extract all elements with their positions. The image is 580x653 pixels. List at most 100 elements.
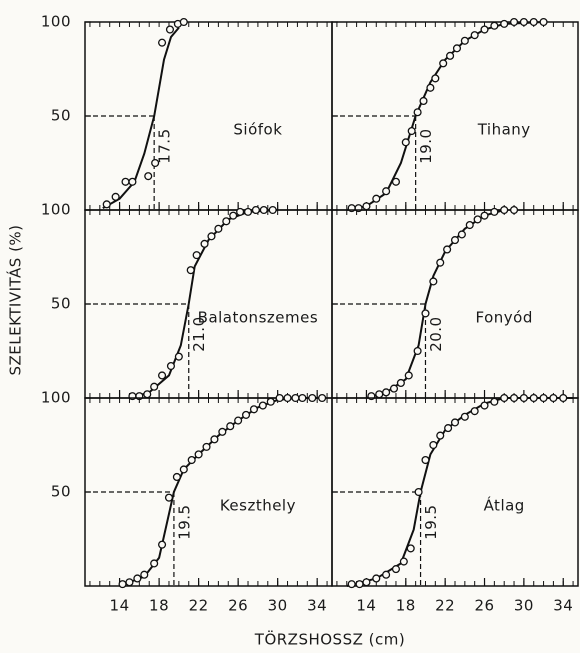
x-tick-label: 22 [435,597,455,615]
data-point [382,570,391,579]
data-point [222,217,231,226]
data-point [529,17,538,27]
data-point [399,557,408,566]
data-point [144,172,153,181]
data-point [140,570,149,579]
data-point [226,422,235,431]
data-point [192,251,201,260]
x-axis-label: TÖRZSHOSSZ (cm) [254,630,405,649]
panel-title: Fonyód [476,309,533,327]
data-point [150,559,159,568]
data-point [413,108,422,117]
data-point [509,205,519,215]
data-point [436,431,445,440]
data-point [426,83,435,92]
x-tick-label: 18 [396,597,416,615]
data-point [174,352,183,361]
data-point [243,207,253,216]
data-point [396,378,405,388]
x-tick-label: 30 [514,597,534,615]
data-point [490,397,499,406]
data-point [318,393,327,403]
data-point [407,126,416,136]
data-point [214,224,223,233]
data-point [419,96,428,106]
data-point [401,138,410,147]
data-point [102,200,111,209]
data-point [275,393,284,403]
data-point [421,455,430,465]
data-point [436,258,445,267]
data-point [500,393,509,403]
data-point [443,245,452,254]
data-point [266,397,275,406]
x-tick-label: 26 [474,597,494,615]
panel-title: Tihany [477,121,531,139]
data-point [414,487,423,497]
fit-curve [102,26,180,209]
y-tick-label: 100 [41,389,71,407]
data-point [391,565,401,574]
data-point [151,158,160,168]
data-point [382,388,391,397]
data-point [200,239,209,248]
data-point [118,580,127,589]
data-point [158,540,167,549]
data-point [539,393,548,403]
data-point [187,455,196,465]
data-point [500,205,509,215]
data-point [234,416,243,425]
data-point [509,17,519,27]
x-tick-label: 34 [553,597,573,615]
data-point [490,21,499,30]
data-point [150,382,159,391]
panel-title: Balatonszemes [198,309,318,327]
data-point [143,390,152,399]
l50-label: 17.5 [156,128,174,163]
data-point [480,211,489,220]
data-point [549,393,558,403]
data-point [133,574,142,583]
data-point [404,371,413,380]
data-point [347,580,356,589]
data-point [165,25,175,34]
data-point [470,31,479,40]
panel-title: Átlag [484,496,525,515]
data-point [529,393,538,403]
data-point [391,177,401,186]
l50-label: 19.5 [422,504,440,539]
data-point [158,371,167,380]
panel-title: Siófok [233,121,282,139]
data-point [283,393,292,403]
data-point [186,266,195,275]
fit-curve [366,209,505,399]
data-point [382,187,391,196]
fit-curve [129,209,278,399]
data-point [125,578,134,587]
data-point [519,17,528,27]
data-point [268,205,277,215]
data-point [389,384,399,393]
data-point [291,393,300,403]
data-point [452,44,462,53]
data-point [446,51,455,60]
data-point [421,309,430,318]
l50-label: 21.0 [190,316,208,351]
data-point [258,401,267,410]
data-point [355,580,364,589]
x-tick-label: 22 [189,597,209,615]
data-point [539,17,548,27]
data-point [202,442,211,451]
data-point [259,205,268,215]
y-axis-label: SZELEKTIVITÁS (%) [6,224,25,375]
x-tick-label: 30 [268,597,288,615]
data-point [473,215,482,224]
data-point [431,74,440,83]
data-point [372,194,381,203]
data-point [406,544,415,553]
data-point [308,393,317,403]
data-point [166,361,176,371]
data-point [439,59,448,68]
x-tick-label: 26 [228,597,248,615]
